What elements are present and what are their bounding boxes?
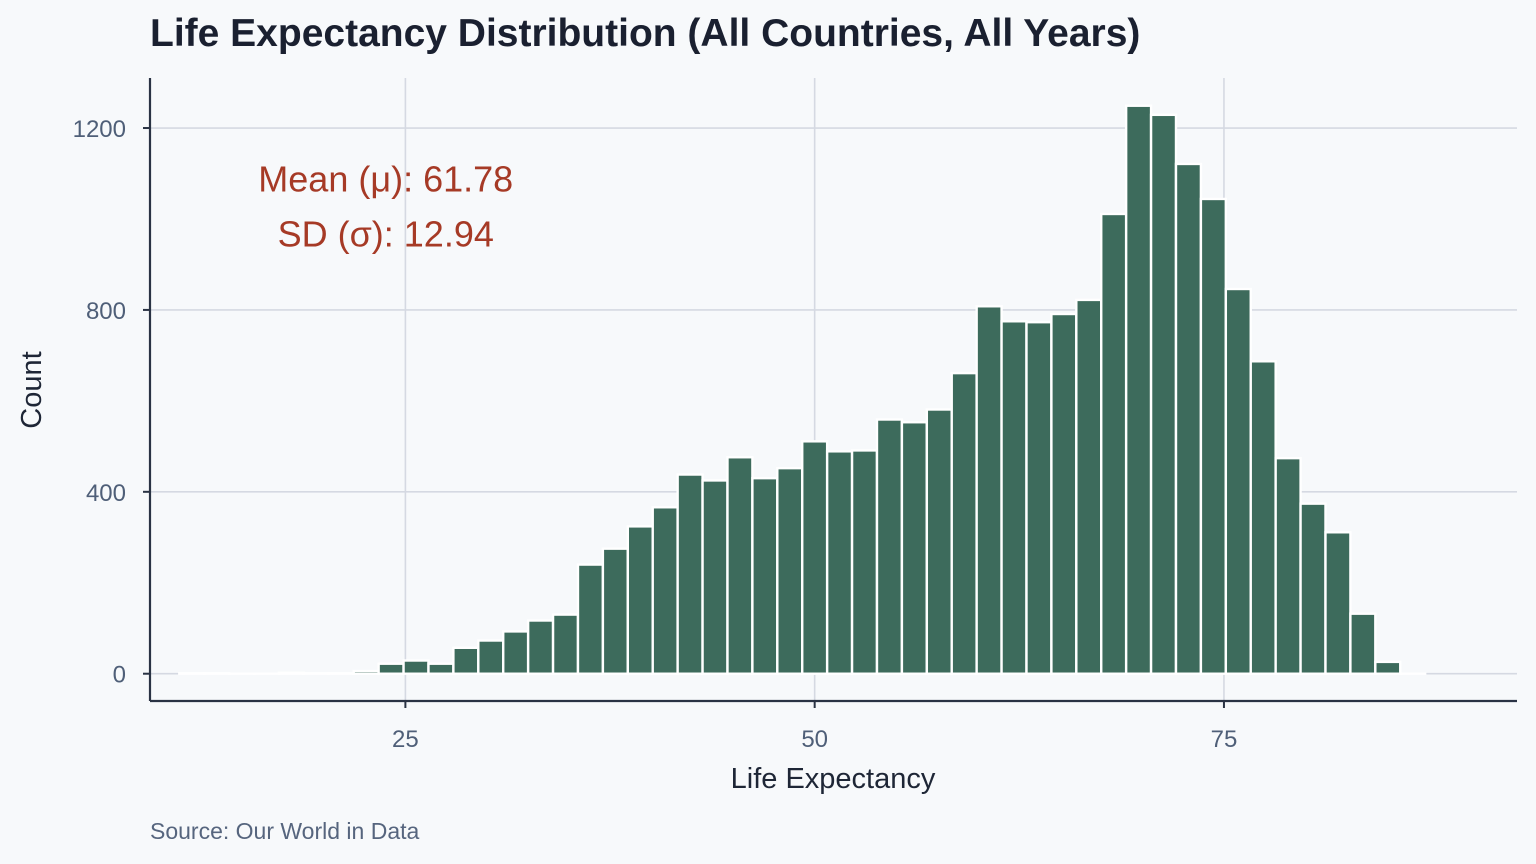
- mean-annotation: Mean (μ): 61.78: [258, 159, 513, 200]
- histogram-bar: [751, 476, 779, 675]
- x-tick-label: 50: [801, 726, 828, 753]
- histogram-bar: [352, 669, 380, 675]
- sd-annotation: SD (σ): 12.94: [278, 213, 494, 254]
- chart-title: Life Expectancy Distribution (All Countr…: [150, 12, 1141, 55]
- histogram-bar: [701, 479, 729, 675]
- axes: [148, 78, 1517, 703]
- histogram-bar: [377, 662, 405, 675]
- histogram-bar: [277, 671, 306, 675]
- histogram-bar: [452, 646, 480, 675]
- histogram-bar: [526, 619, 555, 675]
- histogram-bar: [1324, 531, 1352, 675]
- histogram-bar: [427, 662, 455, 675]
- histogram-bar: [1374, 660, 1402, 675]
- histogram-bar: [850, 449, 879, 675]
- histogram-bar: [950, 371, 978, 675]
- histogram-bar: [1100, 212, 1128, 675]
- x-axis-title: Life Expectancy: [731, 763, 936, 795]
- y-tick-label: 0: [113, 662, 126, 689]
- histogram-bar: [726, 456, 754, 675]
- histogram-bar: [1149, 113, 1178, 675]
- y-tick-label: 800: [86, 298, 126, 325]
- histogram-bar: [1124, 104, 1153, 675]
- histogram-bar: [1199, 197, 1228, 675]
- histogram-bar: [1299, 502, 1327, 675]
- histogram-bar: [576, 563, 605, 675]
- histogram-bar: [900, 421, 929, 675]
- x-tick-label: 25: [392, 726, 419, 753]
- tick-labels: 0 400 800 1200 25 50 75: [73, 116, 1238, 753]
- y-tick-label: 1200: [73, 116, 126, 143]
- histogram-bar: [801, 440, 829, 675]
- histogram-bar: [975, 305, 1003, 675]
- histogram-bar: [1249, 360, 1277, 675]
- histogram-bar: [402, 659, 430, 675]
- histogram-bar: [925, 408, 953, 675]
- histogram-bar: [676, 473, 704, 675]
- histogram-bar: [651, 506, 679, 675]
- histogram-bar: [776, 466, 804, 675]
- histogram-bar: [551, 613, 580, 675]
- histogram-bar: [502, 630, 530, 675]
- histogram-bar: [1050, 312, 1078, 675]
- histogram-bar: [1025, 320, 1053, 675]
- histogram-bar: [825, 450, 854, 675]
- histogram-bar: [1000, 320, 1028, 675]
- annotations: Mean (μ): 61.78 SD (σ): 12.94: [258, 159, 513, 255]
- histogram-bar: [1349, 612, 1377, 675]
- histogram-bars: [178, 104, 1427, 675]
- y-axis-title: Count: [16, 351, 48, 428]
- histogram-bar: [1224, 287, 1252, 675]
- histogram-bar: [1274, 456, 1302, 675]
- y-tick-label: 400: [86, 480, 126, 507]
- histogram-bar: [1174, 162, 1203, 675]
- x-tick-label: 75: [1211, 726, 1238, 753]
- source-caption: Source: Our World in Data: [150, 818, 420, 844]
- histogram-bar: [601, 547, 630, 675]
- histogram-bar: [875, 418, 904, 675]
- histogram-bar: [626, 525, 654, 675]
- histogram-bar: [477, 639, 505, 675]
- histogram-bar: [1075, 298, 1103, 675]
